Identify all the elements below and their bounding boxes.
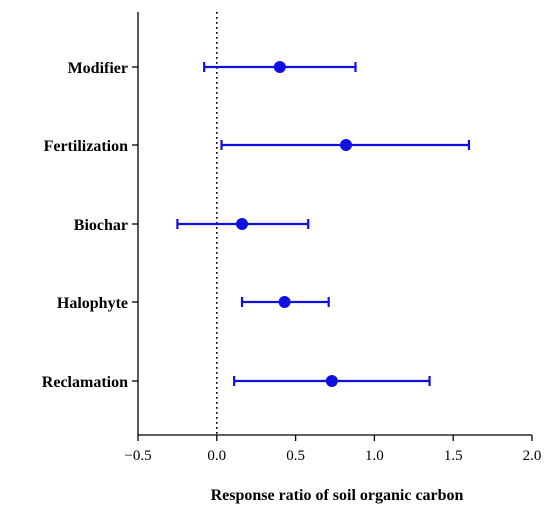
category-label: Modifier [68,60,128,77]
category-label: Halophyte [57,295,128,312]
category-label: Biochar [74,217,128,234]
mean-point [325,375,338,387]
category-labels: Modifier Fertilization Biochar Halophyte Rec… [42,60,128,391]
category-label: Reclamation [42,374,128,391]
mean-point [278,296,291,308]
data-marks [176,61,471,387]
x-tick-label: −0.5 [124,448,151,464]
mean-point [236,218,249,230]
x-axis-title: Response ratio of soil organic carbon [211,487,464,504]
x-tick-label: 0.5 [286,448,305,464]
x-tick-labels: −0.5 0.0 0.5 1.0 1.5 2.0 [124,448,541,464]
mean-point [340,139,353,151]
axes [132,12,533,441]
x-tick-label: 2.0 [523,448,542,464]
x-tick-label: 0.0 [207,448,226,464]
x-tick-label: 1.5 [444,448,463,464]
mean-point [273,61,286,73]
x-tick-label: 1.0 [365,448,384,464]
category-label: Fertilization [44,138,129,155]
